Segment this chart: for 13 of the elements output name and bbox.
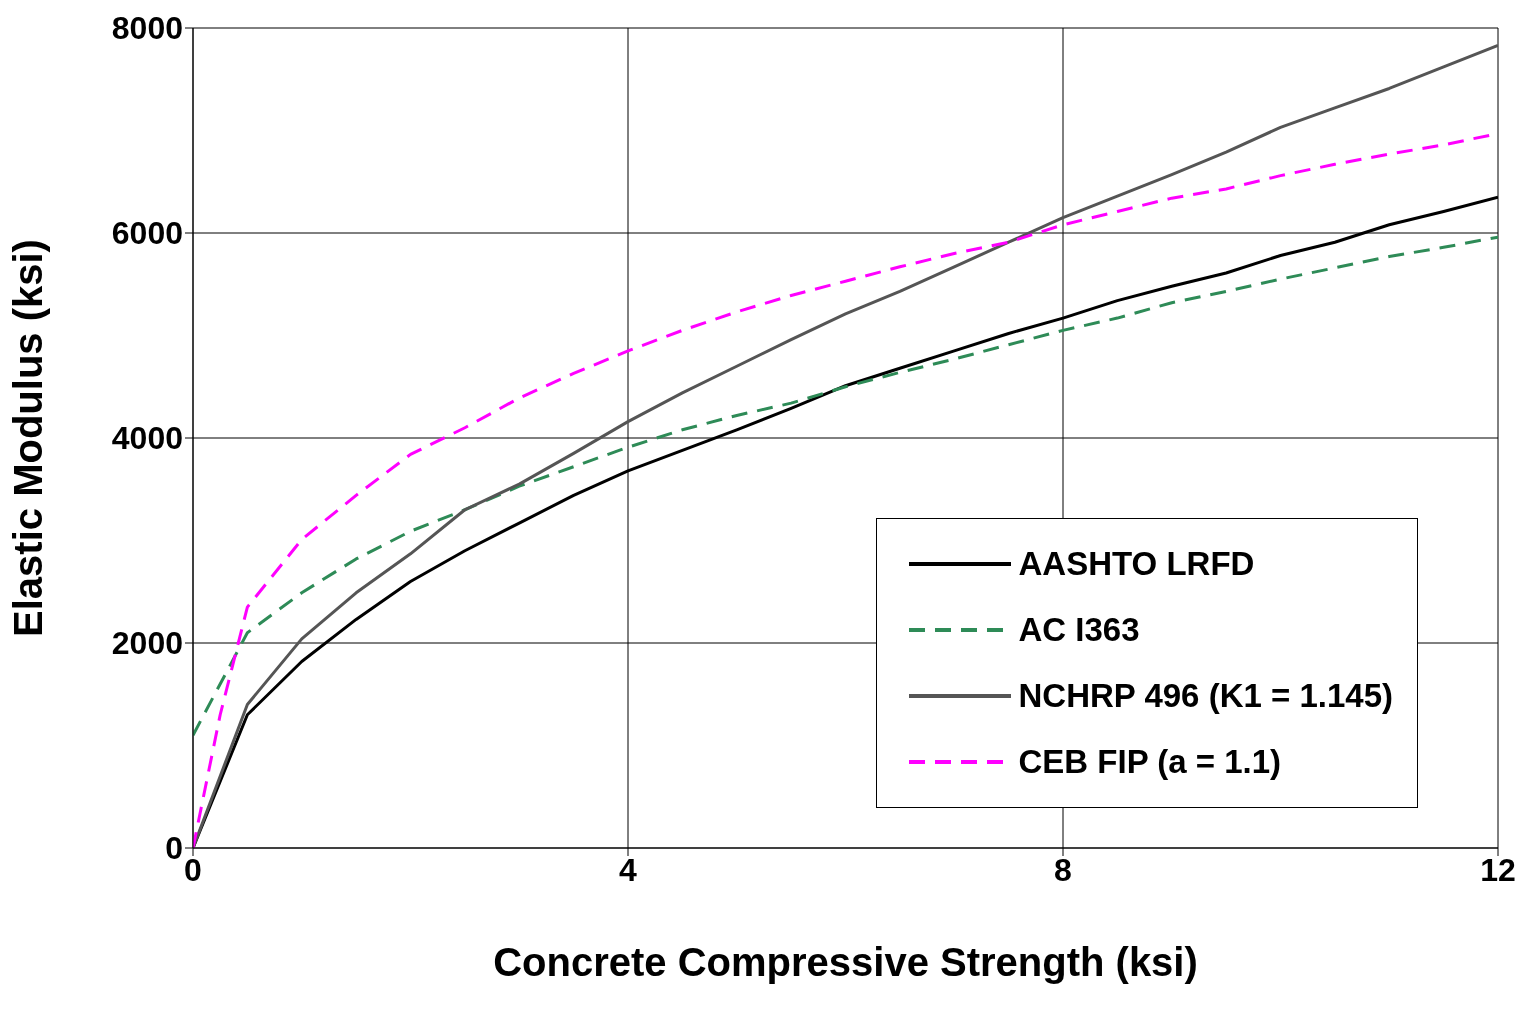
legend-label: AC I363 [1018,611,1140,649]
legend-label: CEB FIP (a = 1.1) [1018,743,1282,781]
y-tick-label: 6000 [111,215,183,252]
y-tick-label: 8000 [111,10,183,47]
x-tick-label: 4 [619,851,638,888]
y-tick-label: 4000 [111,420,183,457]
x-axis-title: Concrete Compressive Strength (ksi) [493,940,1198,984]
x-tick-label: 8 [1054,851,1072,888]
y-tick-label: 2000 [111,625,183,662]
x-tick-label: 12 [1480,851,1516,888]
legend-label: NCHRP 496 (K1 = 1.145) [1018,677,1393,715]
legend-label: AASHTO LRFD [1018,545,1255,583]
y-axis-title: Elastic Modulus (ksi) [6,239,51,637]
